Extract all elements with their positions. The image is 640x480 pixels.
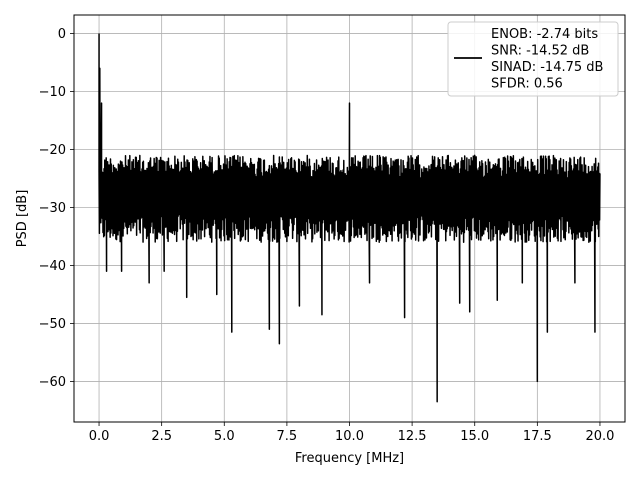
x-axis-ticks: 0.0 2.5 5.0 7.5 10.0 12.5 15.0 17.5 20.0	[89, 422, 614, 444]
x-tick-label: 15.0	[460, 429, 489, 444]
legend-line-enob: ENOB: -2.74 bits	[491, 27, 598, 42]
psd-line	[98, 33, 601, 403]
x-axis-label: Frequency [MHz]	[295, 451, 404, 466]
psd-series	[98, 33, 601, 403]
y-tick-label: −40	[39, 259, 66, 274]
x-tick-label: 2.5	[151, 429, 172, 444]
x-tick-label: 20.0	[585, 429, 614, 444]
y-tick-label: −30	[39, 201, 66, 216]
x-tick-label: 7.5	[277, 429, 298, 444]
legend-line-sfdr: SFDR: 0.56	[491, 77, 563, 92]
x-tick-label: 17.5	[523, 429, 552, 444]
y-tick-label: 0	[58, 27, 66, 42]
y-tick-label: −50	[39, 317, 66, 332]
legend-line-snr: SNR: -14.52 dB	[491, 44, 589, 59]
x-tick-label: 10.0	[335, 429, 364, 444]
y-axis-ticks: 0 −10 −20 −30 −40 −50 −60	[39, 27, 74, 390]
x-tick-label: 0.0	[89, 429, 110, 444]
y-tick-label: −10	[39, 85, 66, 100]
x-tick-label: 5.0	[214, 429, 235, 444]
y-tick-label: −60	[39, 375, 66, 390]
legend-line-sinad: SINAD: -14.75 dB	[491, 60, 603, 75]
x-tick-label: 12.5	[398, 429, 427, 444]
y-axis-label: PSD [dB]	[15, 190, 30, 248]
legend-box	[447, 21, 619, 97]
y-tick-label: −20	[39, 143, 66, 158]
legend: ENOB: -2.74 bits SNR: -14.52 dB SINAD: -…	[447, 21, 619, 97]
